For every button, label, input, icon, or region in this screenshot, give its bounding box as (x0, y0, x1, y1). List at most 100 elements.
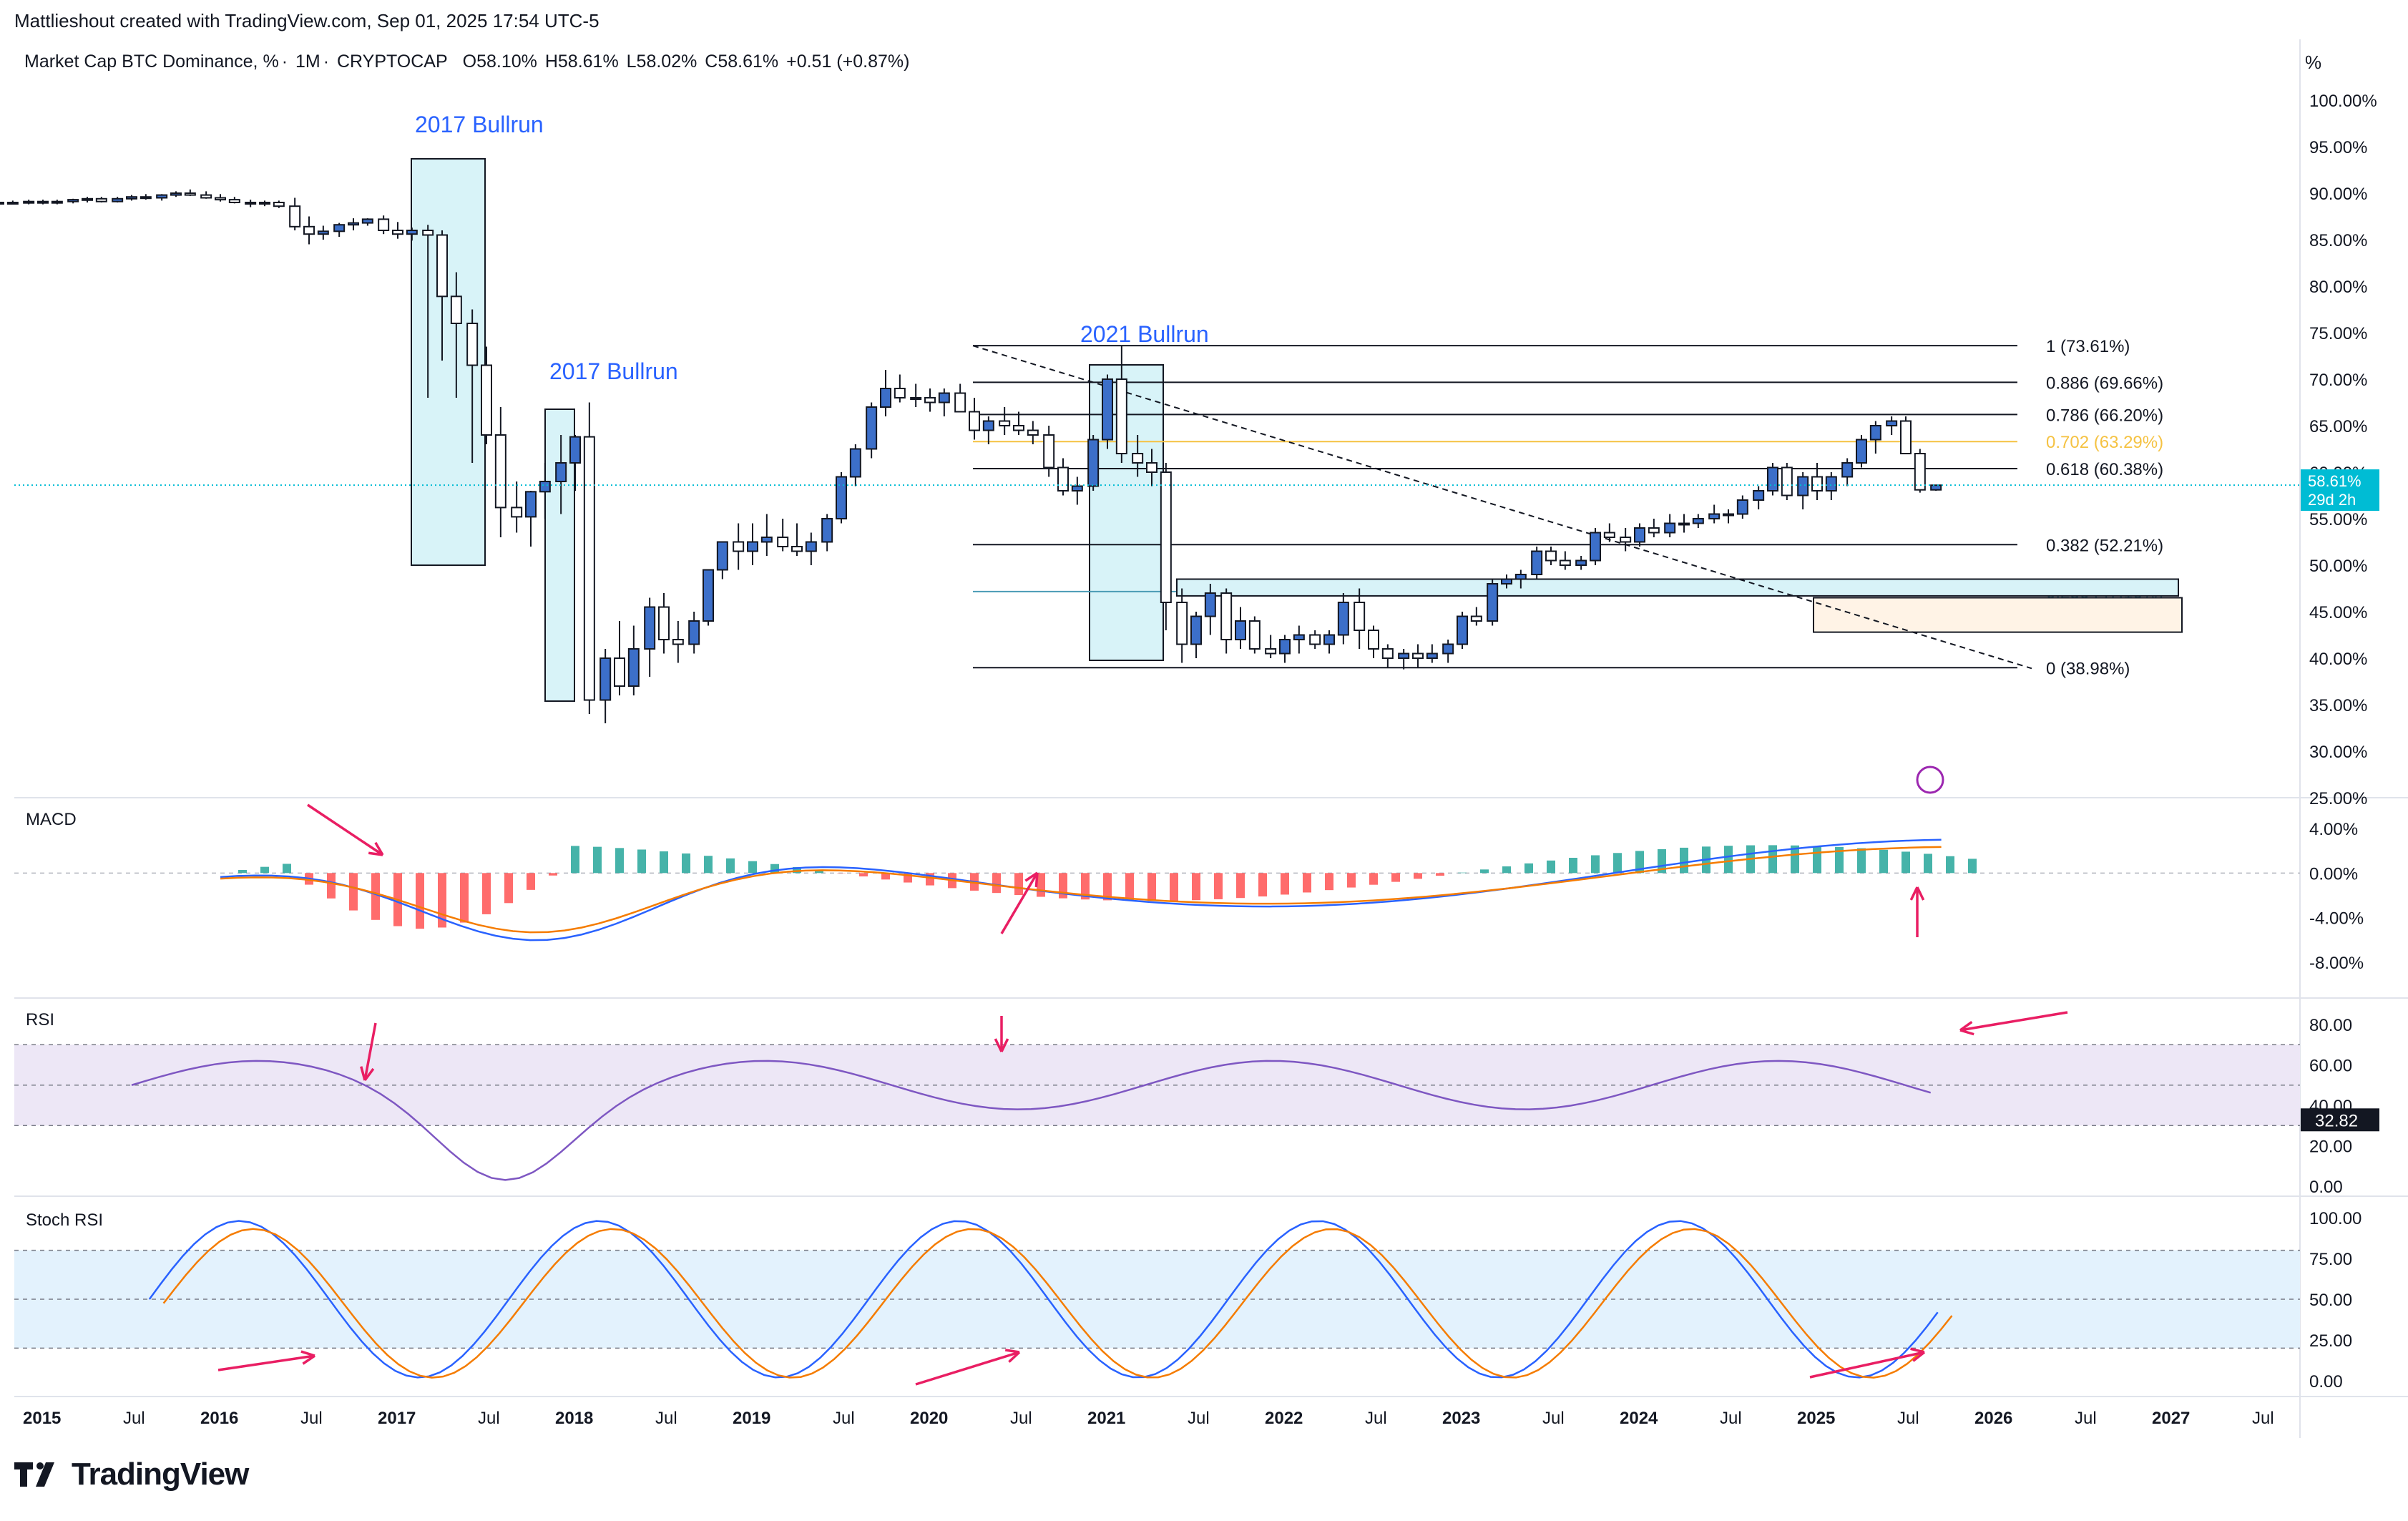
candle-body (1501, 578, 1512, 585)
high-label: H (544, 52, 558, 72)
time-tick-label: Jul (1188, 1409, 1210, 1428)
price-scale-unit[interactable]: % (2305, 52, 2322, 73)
candle-body (1368, 630, 1379, 650)
macd-histogram-bar (815, 870, 823, 874)
trendline (972, 345, 2032, 670)
tradingview-logo-icon (14, 1462, 54, 1487)
bullrun-annotation: 2017 Bullrun (549, 358, 678, 384)
candle-body (1337, 602, 1349, 636)
candle-body (1190, 615, 1202, 645)
candle-body (348, 222, 359, 226)
candle-body (170, 192, 182, 196)
annotation-arrow-head (300, 1350, 315, 1365)
close-value: 58.61% (718, 52, 779, 72)
time-tick-label: Jul (1720, 1409, 1742, 1428)
macd-histogram-bar (615, 848, 624, 874)
macd-histogram-bar (527, 873, 535, 890)
time-tick-label: Jul (1010, 1409, 1032, 1428)
candle-body (37, 200, 49, 204)
candle-body (569, 436, 581, 464)
time-tick-label: 2026 (1974, 1409, 2012, 1428)
time-tick-label: Jul (2075, 1409, 2097, 1428)
macd-histogram-bar (1214, 873, 1223, 899)
candle-body (1204, 592, 1216, 617)
candle-body (1220, 592, 1233, 640)
macd-histogram-bar (482, 873, 491, 914)
macd-histogram-bar (1192, 873, 1200, 901)
candle-body (1664, 522, 1676, 534)
symbol-name[interactable]: Market Cap BTC Dominance, % (24, 52, 279, 72)
stoch-k-line (148, 1220, 1939, 1379)
candle-body (1886, 420, 1898, 426)
candle-body (6, 202, 19, 205)
last-price-value: 58.61% (2308, 472, 2361, 490)
macd-histogram-bar (637, 849, 646, 874)
candle-body (82, 197, 93, 201)
price-tick-label: 80.00% (2309, 278, 2367, 297)
candle-body (361, 218, 373, 224)
candle-body (1057, 466, 1069, 491)
candle-body (1797, 476, 1809, 497)
candle-body (1590, 532, 1601, 562)
rsi-last-value: 32.82 (2315, 1111, 2358, 1130)
macd-histogram-bar (1547, 860, 1555, 874)
macd-histogram-bar (1458, 872, 1467, 874)
price-tick-label: 55.00% (2309, 510, 2367, 529)
time-tick-label: 2021 (1087, 1409, 1125, 1428)
candle-body (450, 295, 462, 324)
macd-histogram-bar (881, 873, 890, 880)
candle-body (1381, 648, 1394, 659)
macd-histogram-bar (992, 873, 1001, 894)
candle-body (716, 541, 728, 571)
fib-level-label: 0.886 (69.66%) (2046, 373, 2163, 393)
macd-histogram-bar (748, 861, 757, 874)
macd-histogram-bar (1414, 873, 1422, 879)
candle-body (156, 194, 168, 199)
time-tick-label: 2020 (910, 1409, 948, 1428)
candle-body (184, 192, 196, 196)
rsi-tick-label: 0.00 (2309, 1178, 2343, 1197)
candle-body (866, 406, 878, 450)
bullrun-annotation: 2021 Bullrun (1080, 321, 1209, 347)
candle-body (67, 199, 79, 202)
tradingview-wordmark: TradingView (72, 1457, 249, 1492)
candle-body (1293, 634, 1305, 640)
candle-body (1708, 513, 1721, 519)
candle-body (1723, 513, 1734, 517)
macd-histogram-bar (1258, 873, 1267, 897)
macd-tick-label: -8.00% (2309, 954, 2364, 973)
candle-body (1825, 476, 1837, 491)
tradingview-brand[interactable]: TradingView (14, 1457, 249, 1492)
macd-histogram-bar (416, 873, 424, 929)
candle-body (51, 200, 63, 204)
macd-histogram-bar (1436, 873, 1444, 876)
candle-body (1102, 378, 1113, 441)
macd-histogram-bar (1014, 873, 1023, 896)
candle-body (95, 197, 107, 202)
candle-body (1412, 652, 1424, 659)
candle-body (1265, 648, 1277, 655)
candle-body (200, 194, 212, 199)
fib-level-label: 0.618 (60.38%) (2046, 460, 2163, 479)
candle-body (303, 225, 315, 235)
time-tick-label: 2022 (1265, 1409, 1303, 1428)
timeframe[interactable]: 1M (295, 52, 320, 72)
stoch-tick-label: 50.00 (2309, 1291, 2352, 1310)
candle-body (1457, 615, 1468, 645)
candle-body (1811, 476, 1823, 491)
price-tick-label: 25.00% (2309, 789, 2367, 808)
macd-histogram-bar (327, 873, 336, 899)
time-tick-label: Jul (123, 1409, 145, 1428)
candle-body (1071, 485, 1083, 491)
candle-body (406, 230, 418, 235)
candle-body (140, 196, 152, 200)
macd-histogram-bar (260, 866, 269, 874)
candle-body (511, 507, 523, 518)
chart-canvas[interactable]: 100.00% 95.00% 90.00% 85.00% 80.00% 75.00% 70.… (0, 0, 2408, 1445)
annotation-arrow (1959, 1011, 2068, 1032)
fib-level-label: 0 (38.98%) (2046, 659, 2130, 678)
price-tick-label: 95.00% (2309, 138, 2367, 157)
candle-body (1514, 574, 1527, 580)
macd-histogram-bar (1946, 856, 1954, 874)
stoch-tick-label: 0.00 (2309, 1372, 2343, 1392)
